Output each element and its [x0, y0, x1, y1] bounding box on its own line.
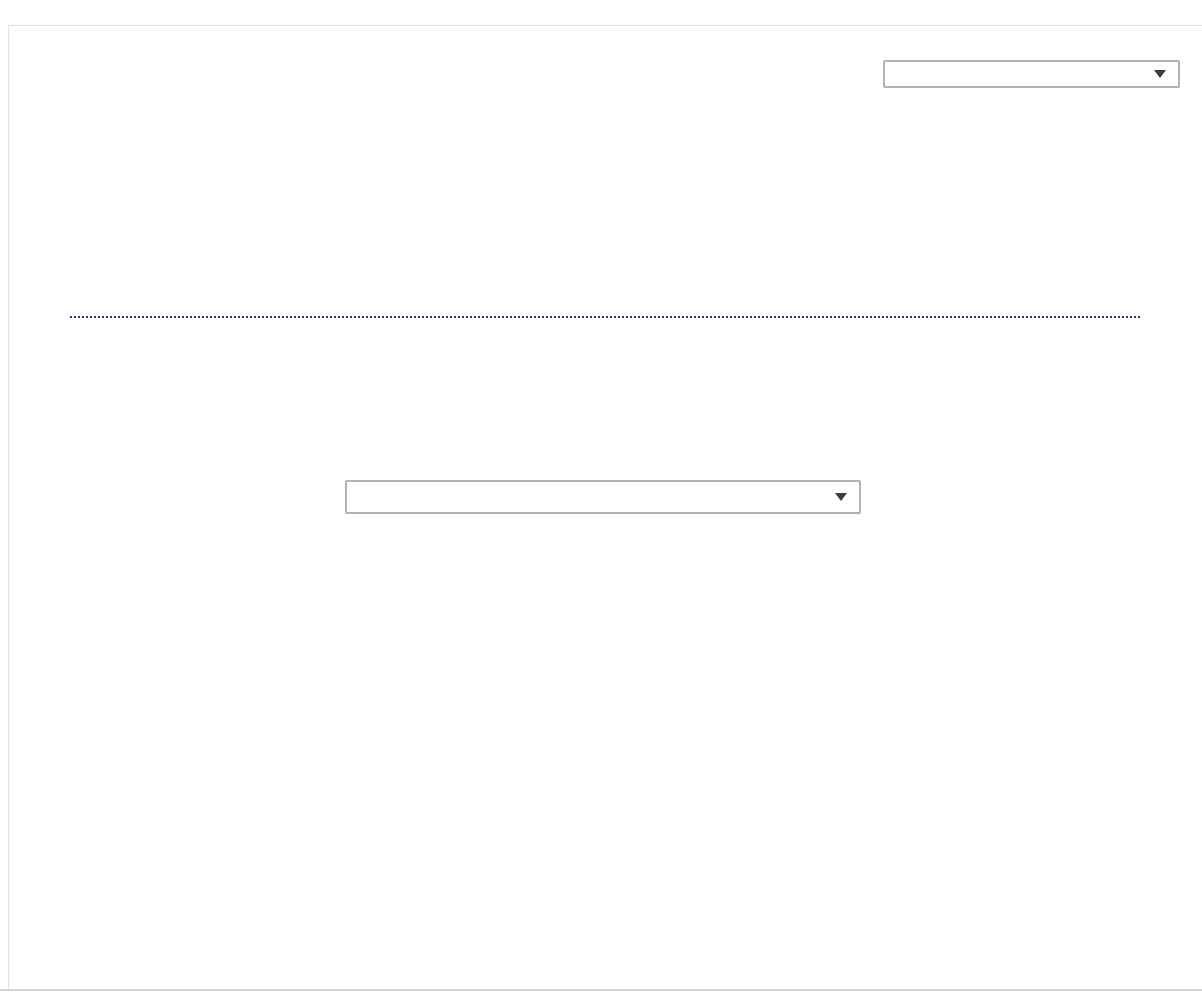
chevron-down-icon	[835, 493, 847, 501]
frame-left-border	[8, 25, 9, 991]
sparkline-baseline	[70, 316, 1140, 318]
frame-bottom-border	[0, 989, 1202, 991]
variable-dropdown[interactable]	[345, 480, 861, 514]
chevron-down-icon	[1154, 70, 1166, 78]
frame-top-border	[8, 25, 1202, 26]
player-dropdown[interactable]	[883, 60, 1180, 88]
